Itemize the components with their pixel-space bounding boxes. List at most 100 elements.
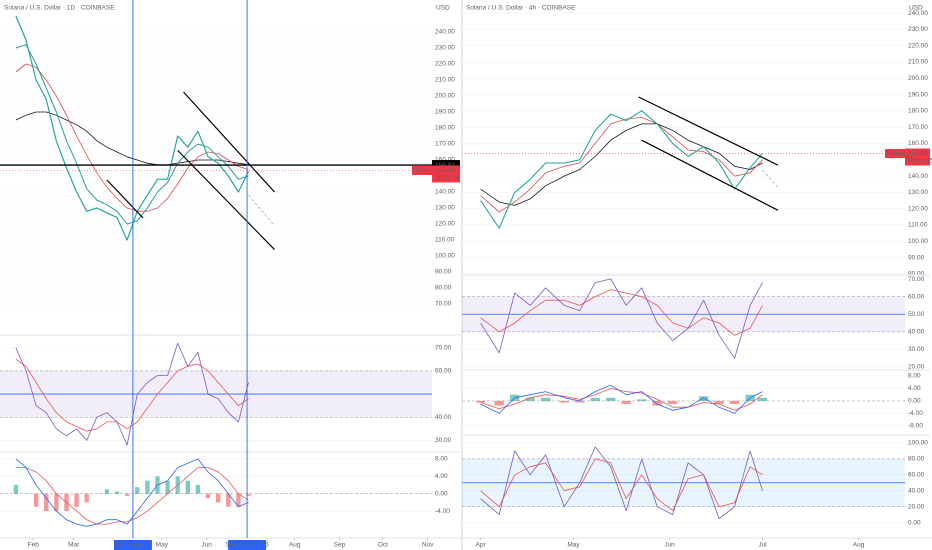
y-tick-label: 120.00 <box>435 221 455 228</box>
histogram-bar <box>575 400 585 403</box>
y-tick-label: 70.00 <box>435 301 452 308</box>
x-tick-label: Feb <box>28 542 40 549</box>
x-tick-label: May <box>567 542 580 549</box>
y-tick-label: 60.00 <box>435 368 452 375</box>
histogram-bar <box>104 489 110 494</box>
histogram-bar <box>165 480 170 494</box>
histogram-bar <box>475 400 486 403</box>
y-tick-label: 220.00 <box>435 61 455 68</box>
histogram-bar <box>236 493 241 507</box>
series-line <box>480 388 763 411</box>
histogram-bar <box>185 480 190 494</box>
y-tick-label: 190.00 <box>435 109 455 116</box>
y-tick-label: -8.00 <box>908 423 923 430</box>
x-tick-label: Jul <box>758 542 767 549</box>
y-tick-label: 60.00 <box>908 472 925 479</box>
y-tick-label: 230.00 <box>435 45 455 52</box>
price-line-tag <box>432 160 460 171</box>
y-tick-label: 30.00 <box>908 346 925 353</box>
y-tick-label: 70.00 <box>435 344 452 351</box>
series-line <box>15 111 249 166</box>
histogram-bar <box>698 396 709 401</box>
histogram-bar <box>84 493 89 503</box>
histogram-bar <box>637 399 647 401</box>
histogram-bar <box>54 493 59 512</box>
y-tick-label: 110.00 <box>908 222 928 229</box>
y-tick-label: 110.00 <box>435 237 455 244</box>
pane <box>462 442 905 523</box>
histogram-bar <box>590 397 600 401</box>
y-tick-label: 190.00 <box>908 91 928 98</box>
x-tick-label: Sep <box>334 542 346 549</box>
y-tick-label: 40.00 <box>908 329 925 336</box>
y-tick-label: 210.00 <box>908 59 928 66</box>
y-tick-label: 8.00 <box>908 373 921 380</box>
series-line <box>480 123 763 206</box>
y-tick-label: 100.00 <box>908 238 928 245</box>
y-tick-label: 130.00 <box>435 205 455 212</box>
y-tick-label: 240.00 <box>908 10 928 17</box>
trend-line <box>638 96 779 166</box>
y-tick-label: 0.00 <box>435 490 448 497</box>
symbol-tag <box>412 165 432 175</box>
x-tick-label: May <box>156 542 169 549</box>
symbol-tag-label: SOLUSD <box>886 150 913 157</box>
price-line-label: 156.83 <box>435 162 455 169</box>
symbol-title: Solana / U.S. Dollar · 4h · COINBASE <box>466 5 576 12</box>
pane <box>0 15 432 305</box>
histogram-bar <box>74 493 79 507</box>
histogram-bar <box>226 493 231 507</box>
y-tick-label: 160.00 <box>908 140 928 147</box>
histogram-bar <box>114 491 120 494</box>
y-tick-label: 80.00 <box>435 285 452 292</box>
histogram-bar <box>216 493 221 503</box>
price-tag-countdown: 03:37:45 <box>908 158 932 165</box>
price-tag-value: 153.43 <box>435 167 455 174</box>
y-tick-label: 90.00 <box>435 269 452 276</box>
x-tick-label: Aug <box>289 542 301 549</box>
series-line <box>15 63 249 212</box>
trend-line <box>762 169 779 188</box>
pane <box>462 375 905 427</box>
y-tick-label: 170.00 <box>435 141 455 148</box>
histogram-bar <box>494 400 504 406</box>
histogram-bar <box>124 493 130 496</box>
y-tick-label: 200.00 <box>908 75 928 82</box>
y-tick-label: 140.00 <box>435 189 455 196</box>
series-line <box>480 117 763 213</box>
histogram-bar <box>44 493 49 512</box>
y-tick-label: 8.00 <box>435 456 448 463</box>
series-line <box>15 467 249 525</box>
trend-line <box>106 179 144 219</box>
axis-unit-label: USD <box>436 5 450 12</box>
x-tick-label: Aug <box>853 542 865 549</box>
y-tick-label: 100.00 <box>435 253 455 260</box>
trend-line <box>177 149 275 250</box>
y-tick-label: 100.00 <box>908 440 928 447</box>
histogram-bar <box>668 400 678 405</box>
y-tick-label: 60.00 <box>908 293 925 300</box>
y-tick-label: 0.00 <box>908 519 921 526</box>
y-tick-label: 170.00 <box>908 124 928 131</box>
pane <box>462 12 905 275</box>
histogram-bar <box>729 400 740 405</box>
pane <box>0 342 432 446</box>
series-line <box>15 358 249 432</box>
y-tick-label: 210.00 <box>435 77 455 84</box>
price-tag-value: 153.82 <box>908 150 928 157</box>
y-tick-label: 0.00 <box>908 398 921 405</box>
x-tick-label: Mar <box>68 542 80 549</box>
y-tick-label: 40.00 <box>908 487 925 494</box>
symbol-tag-label: SOLUSD <box>413 167 440 174</box>
histogram-bar <box>606 397 616 401</box>
histogram-bar <box>652 400 662 406</box>
histogram-bar <box>559 400 569 403</box>
y-tick-label: 180.00 <box>908 108 928 115</box>
y-tick-label: 200.00 <box>435 93 455 100</box>
series-line <box>480 110 763 229</box>
histogram-bar <box>540 397 551 401</box>
price-tag <box>432 165 460 183</box>
y-tick-label: 20.00 <box>908 503 925 510</box>
series-line <box>480 458 763 511</box>
